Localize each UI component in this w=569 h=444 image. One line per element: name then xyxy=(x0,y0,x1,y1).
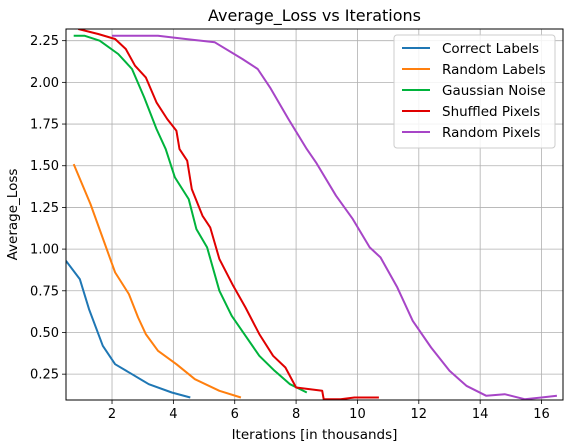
x-axis-title: Iterations [in thousands] xyxy=(232,427,398,443)
x-tick-label: 16 xyxy=(533,407,550,422)
y-tick-label: 1.25 xyxy=(30,201,59,216)
axis-ticks: 2 4 6 8 10 12 14 16 0.25 0.50 0.75 1.00 1.25 1.50 1.75… xyxy=(30,34,550,422)
series-line-correct-labels xyxy=(66,260,191,399)
y-tick-label: 1.00 xyxy=(30,243,59,258)
x-tick-label: 10 xyxy=(349,407,366,422)
legend-label: Shuffled Pixels xyxy=(442,104,540,120)
series-line-shuffled-pixels xyxy=(78,29,379,400)
x-tick-label: 2 xyxy=(108,407,116,422)
legend-label: Correct Labels xyxy=(442,41,539,57)
y-tick-label: 2.00 xyxy=(30,76,59,91)
x-tick-label: 14 xyxy=(472,407,489,422)
y-tick-label: 0.75 xyxy=(30,284,59,299)
y-axis-title: Average_Loss xyxy=(5,169,21,261)
y-tick-label: 1.75 xyxy=(30,118,59,133)
x-tick-label: 6 xyxy=(231,407,239,422)
y-tick-label: 2.25 xyxy=(30,34,59,49)
legend: Correct Labels Random Labels Gaussian Nois… xyxy=(393,34,556,149)
series-line-gaussian-noise xyxy=(73,34,308,394)
legend-label: Gaussian Noise xyxy=(442,83,546,99)
y-tick-label: 1.50 xyxy=(30,159,59,174)
x-tick-label: 8 xyxy=(292,407,300,422)
plot-area-frame xyxy=(65,28,564,401)
legend-box xyxy=(393,34,556,149)
series-lines xyxy=(66,29,558,400)
x-tick-label: 4 xyxy=(169,407,177,422)
y-tick-label: 0.25 xyxy=(30,368,59,383)
chart-title: Average_Loss vs Iterations xyxy=(208,6,421,26)
legend-label: Random Pixels xyxy=(442,125,540,141)
series-line-random-pixels xyxy=(112,34,558,400)
legend-label: Random Labels xyxy=(442,62,546,78)
y-tick-label: 0.50 xyxy=(30,326,59,341)
x-tick-label: 12 xyxy=(411,407,428,422)
series-line-random-labels xyxy=(72,163,242,399)
